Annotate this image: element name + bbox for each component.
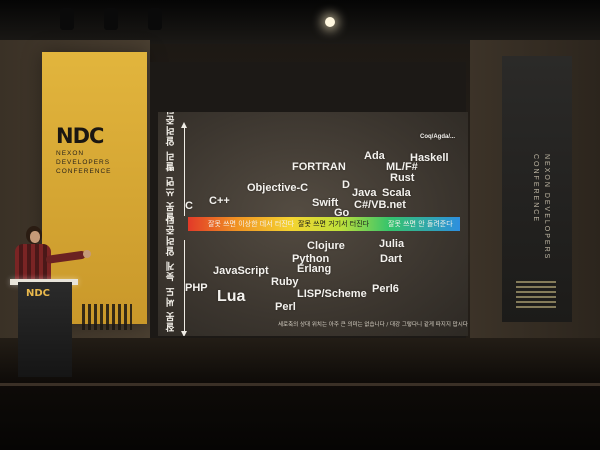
gradient-band: 잘못 쓰면 이상한 데서 터진다 잘못 쓰면 거기서 터진다 잘못 쓰면 안 돌…	[188, 217, 460, 231]
lang-lua: Lua	[217, 288, 246, 305]
lang-haskell: Haskell	[410, 152, 449, 164]
lang-go: Go	[334, 207, 350, 219]
lang-coq: Coq/Agda/...	[420, 134, 455, 140]
ndc-banner-left: NDC NEXON DEVELOPERS CONFERENCE	[42, 52, 147, 330]
ceiling	[0, 0, 600, 44]
stage-spotlight	[60, 8, 74, 30]
axis-line-top	[184, 128, 185, 216]
speaker-face	[30, 231, 40, 243]
arrow-down-icon	[181, 331, 187, 336]
podium-logo: NDC	[26, 288, 51, 299]
lang-java: Java	[352, 187, 377, 199]
axis-top-label: 잘못 쓰면 빨리 알려준다	[166, 112, 177, 222]
band-label-right: 잘못 쓰면 안 돌려준다	[388, 220, 453, 228]
podium	[18, 282, 72, 377]
lang-ada: Ada	[364, 150, 385, 162]
ndc-logo: NDC	[56, 124, 104, 148]
lang-cpp: C++	[209, 195, 230, 207]
stage-edge	[0, 383, 600, 386]
lang-erlang: Erlang	[297, 263, 332, 275]
lang-fortran: FORTRAN	[292, 161, 346, 173]
lang-javascript: JavaScript	[213, 265, 269, 277]
lang-julia: Julia	[379, 238, 405, 250]
lang-python: Python	[292, 253, 330, 265]
lang-scala: Scala	[382, 187, 411, 199]
lang-swift: Swift	[312, 197, 339, 209]
lang-objc: Objective-C	[247, 182, 309, 194]
lang-rust: Rust	[390, 172, 415, 184]
lang-ruby: Ruby	[271, 276, 299, 288]
slide-footnote: 세로축의 상대 위치는 아주 큰 의미는 없습니다 / 대강 그렇다니 같게 따…	[278, 322, 468, 328]
lang-d: D	[342, 179, 350, 191]
lang-clojure: Clojure	[307, 240, 345, 252]
speaker-hand	[83, 250, 91, 258]
stage-spotlight	[148, 8, 162, 30]
lang-lisp: LISP/Scheme	[297, 288, 367, 300]
lang-csharp: C#/VB.net	[354, 199, 406, 211]
lang-dart: Dart	[380, 253, 403, 265]
lang-perl6: Perl6	[372, 283, 399, 295]
ceiling-light	[325, 17, 335, 27]
axis-line-bottom	[184, 240, 185, 332]
lang-php: PHP	[185, 282, 208, 294]
ndc-banner-right: NEXON DEVELOPERS CONFERENCE	[502, 56, 572, 322]
lang-c: C	[185, 200, 193, 212]
stage-spotlight	[104, 8, 118, 30]
band-label-left: 잘못 쓰면 이상한 데서 터진다	[208, 220, 295, 228]
banner-right-text: NEXON DEVELOPERS CONFERENCE	[532, 154, 550, 261]
speaker-body	[15, 244, 51, 284]
arrow-up-icon	[181, 122, 187, 128]
lang-perl: Perl	[275, 301, 296, 313]
banner-pattern	[82, 304, 132, 330]
stage-floor	[0, 338, 600, 450]
band-label-middle: 잘못 쓰면 거기서 터진다	[298, 220, 370, 228]
projected-slide: 잘못 쓰면 빨리 알려준다 잘못 써도 늦게 알려준다 잘못 쓰면 이상한 데서…	[158, 112, 468, 336]
lang-mlf: ML/F#	[386, 161, 418, 173]
axis-bottom-label: 잘못 써도 늦게 알려준다	[166, 214, 177, 332]
banner-right-pattern	[516, 278, 556, 308]
banner-subtitle: NEXON DEVELOPERS CONFERENCE	[56, 150, 112, 175]
